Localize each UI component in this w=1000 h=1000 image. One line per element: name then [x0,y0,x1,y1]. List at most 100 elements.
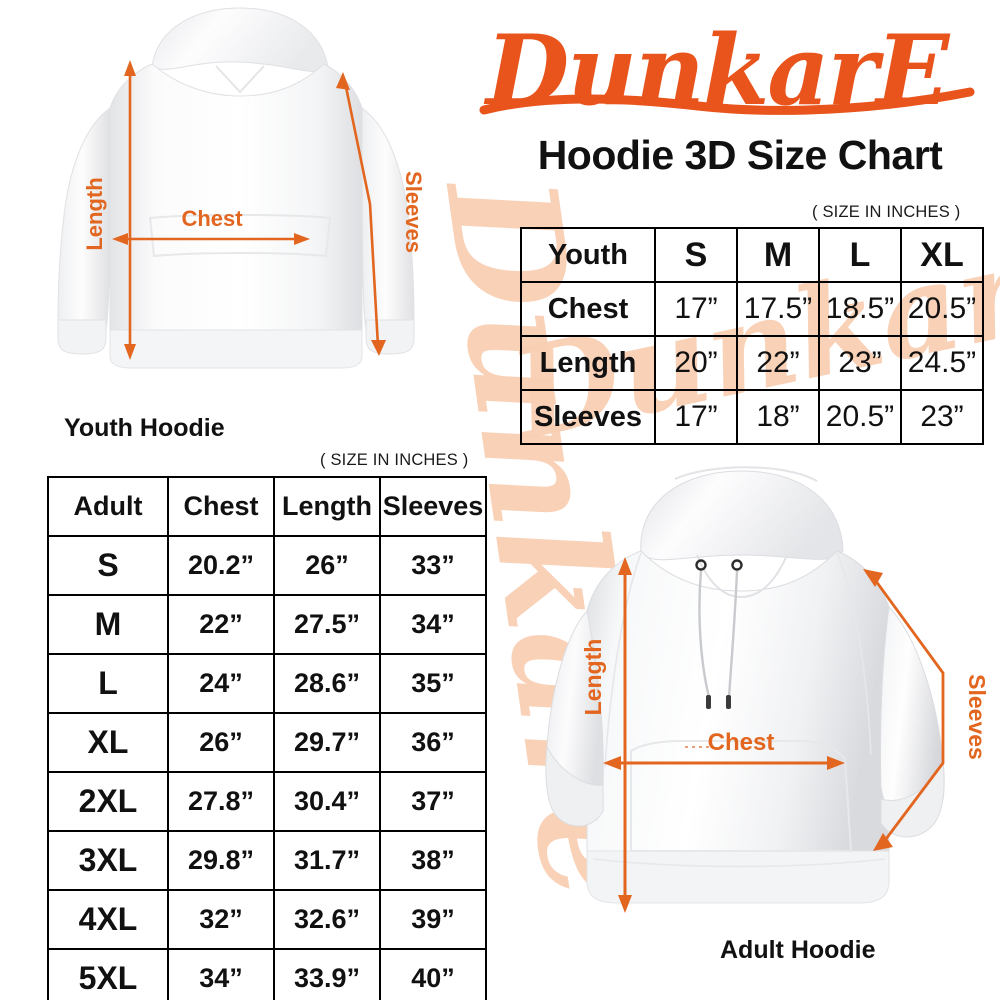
table-row: 5XL 34” 33.9” 40” [47,948,487,1000]
adult-chest-label: Chest [708,729,775,756]
adult-hood-shape [640,470,844,561]
adult-l-sleeves: 35” [379,653,487,714]
adult-2xl-sleeves: 37” [379,771,487,832]
adult-row-label-l: L [47,653,169,714]
youth-chest-s: 17” [654,281,738,337]
youth-size-table-container: Dunkare Youth S M L XL Chest 17” 17.5” 1… [499,202,1000,468]
adult-2xl-chest: 27.8” [167,771,275,832]
adult-s-sleeves: 33” [379,535,487,596]
youth-units-caption: ( SIZE IN INCHES ) [812,203,961,221]
adult-right-drawstring [727,570,739,698]
table-row: 3XL 29.8” 31.7” 38” [47,830,487,891]
youth-length-l: 23” [818,335,902,391]
adult-col-header-chest: Chest [167,476,275,537]
youth-col-header-m: M [736,227,820,283]
adult-m-length: 27.5” [273,594,381,655]
youth-hoodie-caption: Youth Hoodie [64,414,225,442]
table-row: M 22” 27.5” 34” [47,594,487,655]
youth-length-m: 22” [736,335,820,391]
adult-body-shape [586,550,890,886]
youth-sleeves-dimension: Sleeves [336,72,426,356]
youth-sleeves-label: Sleeves [401,171,426,253]
adult-row-label-4xl: 4XL [47,889,169,950]
table-header-row: Youth S M L XL [520,227,984,283]
youth-hood-shape [151,7,329,72]
adult-chest-dimension: Chest [603,729,845,770]
adult-xl-length: 29.7” [273,712,381,773]
youth-sleeves-l: 20.5” [818,389,902,445]
youth-chest-m: 17.5” [736,281,820,337]
adult-col-header-sleeves: Sleeves [379,476,487,537]
adult-5xl-chest: 34” [167,948,275,1000]
youth-sleeves-m: 18” [736,389,820,445]
table-row: Length 20” 22” 23” 24.5” [520,335,984,391]
adult-col-header-length: Length [273,476,381,537]
adult-left-aglet [706,695,711,709]
adult-right-cuff [880,759,945,838]
adult-4xl-chest: 32” [167,889,275,950]
youth-corner-label: Youth [520,227,656,283]
table-row: 2XL 27.8” 30.4” 37” [47,771,487,832]
page-title: Hoodie 3D Size Chart [537,132,943,178]
youth-col-header-xl: XL [900,227,984,283]
youth-right-cuff [365,319,415,355]
adult-left-cuff [545,745,604,827]
adult-2xl-length: 30.4” [273,771,381,832]
adult-neck-seam [696,554,788,599]
adult-4xl-sleeves: 39” [379,889,487,950]
table-row: L 24” 28.6” 35” [47,653,487,714]
youth-sleeves-xl: 23” [900,389,984,445]
adult-size-table: Adult Chest Length Sleeves S 20.2” 26” 3… [47,476,487,1000]
adult-right-eyelet [731,559,743,571]
youth-length-label: Length [82,177,107,250]
adult-units-caption: ( SIZE IN INCHES ) [320,451,469,469]
youth-chest-l: 18.5” [818,281,902,337]
adult-sleeves-label: Sleeves [964,674,990,760]
adult-length-dimension: Length [580,557,632,913]
adult-hoodie-caption: Adult Hoodie [720,936,876,964]
adult-xl-sleeves: 36” [379,712,487,773]
adult-3xl-chest: 29.8” [167,830,275,891]
youth-row-label-length: Length [520,335,656,391]
adult-waistband-seam [592,858,886,868]
youth-col-header-s: S [654,227,738,283]
adult-5xl-length: 33.9” [273,948,381,1000]
adult-5xl-sleeves: 40” [379,948,487,1000]
adult-l-length: 28.6” [273,653,381,714]
adult-hood-seam [674,466,818,482]
youth-length-dimension: Length [82,60,136,360]
youth-row-label-chest: Chest [520,281,656,337]
adult-s-chest: 20.2” [167,535,275,596]
adult-row-label-2xl: 2XL [47,771,169,832]
adult-m-sleeves: 34” [379,594,487,655]
table-row: Chest 17” 17.5” 18.5” 20.5” [520,281,984,337]
adult-length-label: Length [580,639,606,716]
adult-row-label-m: M [47,594,169,655]
adult-pocket [630,740,853,852]
table-row: Sleeves 17” 18” 20.5” 23” [520,389,984,445]
adult-right-raglan-seam [836,552,872,756]
youth-row-label-sleeves: Sleeves [520,389,656,445]
youth-length-s: 20” [654,335,738,391]
youth-sleeves-s: 17” [654,389,738,445]
youth-chest-dimension: Chest [112,206,310,245]
table-row: S 20.2” 26” 33” [47,535,487,596]
brand-logo: DunkarE [478,6,988,134]
adult-left-drawstring [698,570,711,698]
adult-waistband [586,850,890,904]
adult-s-length: 26” [273,535,381,596]
table-row: 4XL 32” 32.6” 39” [47,889,487,950]
adult-l-chest: 24” [167,653,275,714]
adult-row-label-xl: XL [47,712,169,773]
adult-4xl-length: 32.6” [273,889,381,950]
youth-col-header-l: L [818,227,902,283]
youth-hoodie-illustration: Length Chest Sleeves [40,4,470,404]
adult-left-eyelet [695,559,707,571]
youth-length-xl: 24.5” [900,335,984,391]
adult-hoodie-illustration: Length Chest Sleeves [545,455,995,925]
adult-m-chest: 22” [167,594,275,655]
adult-corner-label: Adult [47,476,169,537]
adult-3xl-length: 31.7” [273,830,381,891]
table-header-row: Adult Chest Length Sleeves [47,476,487,537]
